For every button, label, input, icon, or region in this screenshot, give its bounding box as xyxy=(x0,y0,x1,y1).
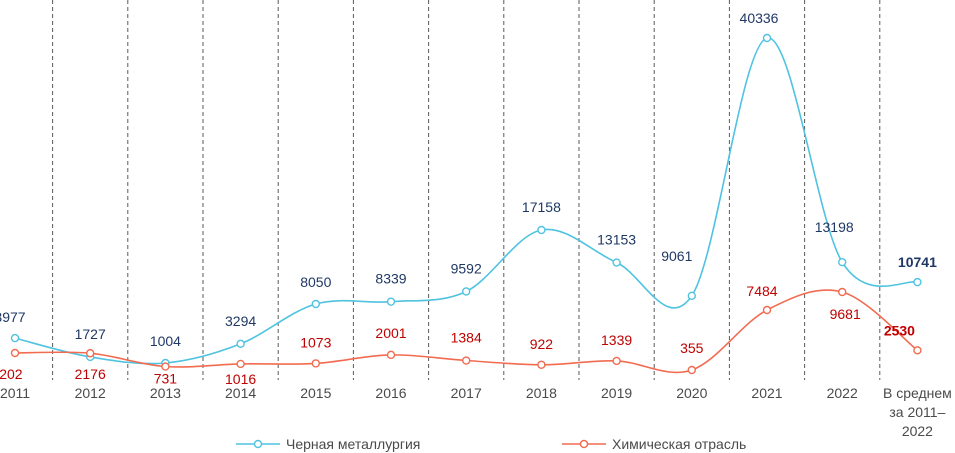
series-1-point-12 xyxy=(913,346,922,355)
series-0-label-11: 13198 xyxy=(815,219,854,235)
series-0-point-9 xyxy=(687,291,696,300)
series-0-label-2: 1004 xyxy=(150,333,181,349)
series-1-point-11 xyxy=(838,287,847,297)
series-points xyxy=(10,33,922,375)
x-tick-label-0: 2011 xyxy=(0,385,30,401)
series-0-label-5: 8339 xyxy=(375,271,406,287)
x-axis-tick-labels: 2011 2012 2013 2014 2015 2016 2017 2018 2019 2020… xyxy=(0,385,952,439)
series-1-point-10 xyxy=(762,305,772,315)
series-1-point-1 xyxy=(85,349,95,358)
category-gridlines xyxy=(52,0,881,380)
series-1-point-7 xyxy=(537,360,546,369)
series-1-point-0 xyxy=(10,348,20,358)
series-1-point-6 xyxy=(462,356,471,365)
series-0-point-0 xyxy=(10,333,20,343)
series-0-point-7 xyxy=(537,225,546,235)
series-lines xyxy=(14,37,918,374)
x-tick-label-4: 2015 xyxy=(300,385,331,401)
series-1-label-6: 1384 xyxy=(451,330,482,346)
series-0-label-1: 1727 xyxy=(75,326,106,342)
series-0-label-10: 40336 xyxy=(740,10,779,26)
series-0-point-12 xyxy=(913,277,922,287)
series-1-label-2: 731 xyxy=(154,371,178,387)
x-tick-label-5: 2016 xyxy=(375,385,406,401)
series-1-point-3 xyxy=(236,359,245,369)
series-1-point-2 xyxy=(161,362,170,371)
series-1-label-7: 922 xyxy=(530,336,554,352)
series-0-point-6 xyxy=(462,287,471,296)
x-tick-label-9: 2020 xyxy=(676,385,707,401)
series-1-label-3: 1016 xyxy=(225,371,256,387)
x-tick-label-8: 2019 xyxy=(601,385,632,401)
series-1-label-1: 2176 xyxy=(75,366,106,382)
x-tick-label-10: 2021 xyxy=(751,385,782,401)
legend-label-1: Химическая отрасль xyxy=(612,436,746,452)
series-0-label-6: 9592 xyxy=(451,260,482,276)
x-tick-label-2: 2013 xyxy=(150,385,181,401)
series-1-point-8 xyxy=(612,356,621,366)
data-labels: 3977 1727 1004 3294 8050 8339 9592 17158 13153 90… xyxy=(0,10,937,387)
series-0-point-10 xyxy=(762,33,772,43)
series-0-label-12: 10741 xyxy=(898,254,937,270)
series-0-point-3 xyxy=(236,339,245,349)
x-tick-label-6: 2017 xyxy=(451,385,482,401)
legend-marker-1 xyxy=(579,439,589,449)
series-1-point-4 xyxy=(311,359,320,368)
series-0-label-4: 8050 xyxy=(300,274,331,290)
legend-marker-0 xyxy=(253,439,263,449)
series-0-label-9: 9061 xyxy=(661,248,692,264)
series-1-label-11: 9681 xyxy=(830,306,861,322)
x-tick-label-1: 2012 xyxy=(75,385,106,401)
legend-label-0: Черная металлургия xyxy=(286,436,420,452)
series-0-label-8: 13153 xyxy=(597,232,636,248)
legend: Черная металлургия Химическая отрасль xyxy=(236,436,746,452)
series-line-0 xyxy=(14,37,918,365)
series-0-point-11 xyxy=(838,257,847,267)
series-1-point-5 xyxy=(386,350,396,360)
series-1-label-4: 1073 xyxy=(300,334,331,350)
x-tick-label-7: 2018 xyxy=(526,385,557,401)
x-tick-label-11: 2022 xyxy=(827,385,858,401)
x-tick-label-12: В среднем за 2011– 2022 xyxy=(883,385,952,439)
series-1-label-5: 2001 xyxy=(375,325,406,341)
series-0-label-7: 17158 xyxy=(522,199,561,215)
series-0-point-4 xyxy=(311,299,320,309)
series-1-label-8: 1339 xyxy=(601,332,632,348)
series-0-point-8 xyxy=(612,258,621,267)
x-tick-label-3: 2014 xyxy=(225,385,256,401)
series-1-label-12: 2530 xyxy=(884,322,915,338)
series-0-label-3: 3294 xyxy=(225,313,256,329)
series-1-point-9 xyxy=(687,365,696,375)
series-0-point-5 xyxy=(386,297,396,306)
series-1-label-9: 355 xyxy=(680,340,704,356)
series-1-label-10: 7484 xyxy=(746,283,777,299)
series-1-label-0: 2202 xyxy=(0,366,23,382)
series-0-label-0: 3977 xyxy=(0,309,26,325)
